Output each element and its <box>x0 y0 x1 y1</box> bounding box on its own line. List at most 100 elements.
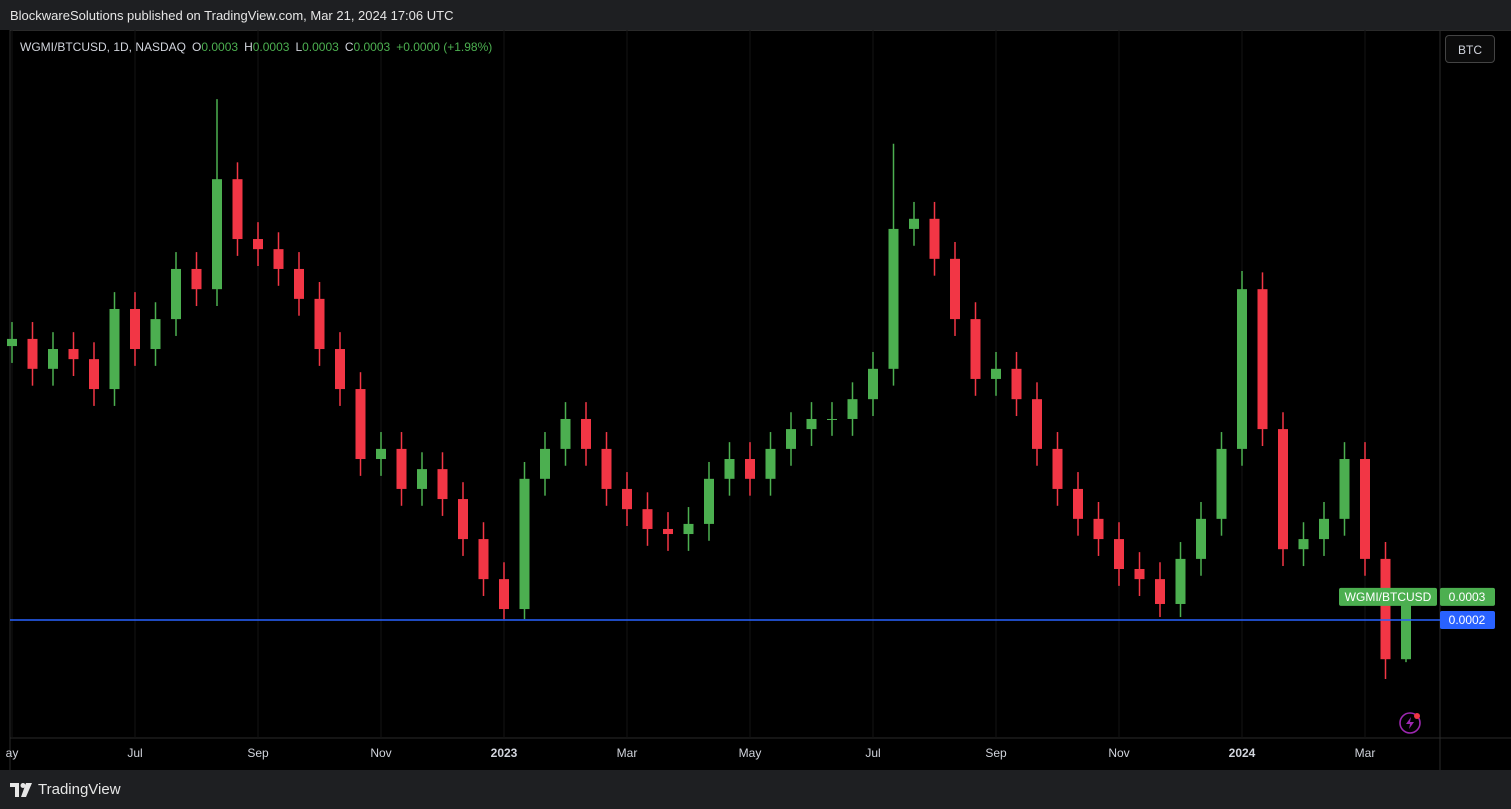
legend-symbol: WGMI/BTCUSD, 1D, NASDAQ <box>20 40 187 54</box>
legend-key: C <box>344 40 354 54</box>
candle-body <box>991 368 1001 379</box>
legend-value: 0.0003 <box>252 40 290 54</box>
brand: TradingView <box>38 781 121 798</box>
candle-body <box>191 268 202 290</box>
last-price-bg <box>1440 587 1495 606</box>
candle-body <box>888 228 899 369</box>
footer: TradingView <box>0 770 1511 809</box>
candle-body <box>130 308 140 350</box>
x-tick-label: 2023 <box>491 746 518 760</box>
candle-body <box>622 488 632 510</box>
legend-value: 0.0003 <box>353 40 391 54</box>
candle-body <box>335 349 345 390</box>
candle-body <box>1278 429 1288 550</box>
candle-body <box>355 389 366 460</box>
x-tick-label: Sep <box>247 746 269 760</box>
candle-body <box>109 308 120 390</box>
candle-body <box>1114 539 1124 570</box>
candle-body <box>294 268 304 299</box>
candle-body <box>970 319 981 379</box>
candle-body <box>253 239 263 250</box>
candle-body <box>581 418 591 449</box>
x-tick-label: 2024 <box>1229 746 1256 760</box>
candle-body <box>950 258 960 320</box>
x-tick-label: Jul <box>127 746 142 760</box>
candle-body <box>1237 289 1247 449</box>
candle-body <box>704 478 714 524</box>
legend-key: H <box>244 40 253 54</box>
candle-body <box>847 399 858 419</box>
legend-key: L <box>295 40 303 54</box>
compare-button[interactable]: BTC <box>1445 35 1495 63</box>
candle-body <box>1134 569 1145 580</box>
candle-body <box>1339 459 1350 519</box>
last-price-name: WGMI/BTCUSD <box>1345 590 1432 604</box>
price-line-tag: 0.0002 <box>1449 613 1486 627</box>
last-price-label: 0.0003 <box>1449 590 1486 604</box>
candle-body <box>150 319 161 350</box>
candle-body <box>724 459 735 479</box>
candle-body <box>1401 596 1411 660</box>
candle-body <box>663 528 673 535</box>
x-tick-label: Sep <box>985 746 1007 760</box>
candle-body <box>437 469 448 500</box>
candle-body <box>560 418 571 449</box>
candle-body <box>212 179 222 290</box>
legend-key: O <box>192 40 202 54</box>
candle-body <box>499 579 509 610</box>
x-tick-label: Mar <box>617 746 638 760</box>
legend-value: 0.0003 <box>302 40 339 54</box>
candle-body <box>745 459 755 479</box>
candle-body <box>519 478 530 610</box>
x-tick-label: Mar <box>1355 746 1376 760</box>
chart: ay Jul Sep Nov 2023 Mar May Jul Sep Nov 2024 Mar WGM… <box>0 30 1511 770</box>
candle-body <box>1298 539 1309 550</box>
candle-body <box>683 523 694 535</box>
candle-body <box>806 418 817 430</box>
candle-body <box>417 469 427 489</box>
candle-body <box>314 298 325 350</box>
candle-body <box>48 349 58 369</box>
publish-bar: BlockwareSolutions published on TradingV… <box>0 0 1511 30</box>
candle-body <box>1052 448 1063 489</box>
candle-body <box>1093 518 1104 540</box>
candle-body <box>642 509 653 529</box>
candle-body <box>929 218 940 259</box>
candle-body <box>273 249 284 269</box>
candle-body <box>1360 459 1370 559</box>
candle-body <box>765 448 776 479</box>
candle-body <box>540 448 550 479</box>
candle-body <box>1196 518 1206 559</box>
candle-body <box>1175 558 1186 604</box>
candle-body <box>68 349 79 360</box>
candle-body <box>232 179 243 240</box>
candle-body <box>396 448 407 489</box>
candle-body <box>1011 368 1022 400</box>
x-tick-label: ay <box>6 746 19 760</box>
candle-body <box>1155 579 1165 604</box>
chart-background <box>0 30 1511 770</box>
publish-info: BlockwareSolutions published on TradingV… <box>10 8 454 23</box>
x-tick-label: Jul <box>865 746 880 760</box>
candle-body <box>7 338 17 347</box>
candle-body <box>89 359 99 390</box>
x-tick-label: May <box>739 746 762 760</box>
alert-icon[interactable] <box>1399 712 1421 734</box>
price-line-tag-bg <box>1440 611 1495 629</box>
candle-body <box>1216 448 1227 519</box>
candle-body <box>1380 558 1391 660</box>
legend-change: +0.0000 (+1.98%) <box>396 40 493 54</box>
candle-body <box>376 448 386 460</box>
candle-body <box>601 448 612 489</box>
candle-body <box>827 418 837 420</box>
candle-body <box>868 368 878 400</box>
tv-logo <box>10 783 32 797</box>
candle-body <box>458 499 468 540</box>
candle-body <box>1073 488 1083 519</box>
candle-body <box>478 539 489 580</box>
candle-body <box>1319 518 1329 540</box>
candle-body <box>27 338 38 369</box>
candle-body <box>1257 289 1268 430</box>
candle-body <box>909 218 919 229</box>
candle-body <box>1032 399 1042 449</box>
